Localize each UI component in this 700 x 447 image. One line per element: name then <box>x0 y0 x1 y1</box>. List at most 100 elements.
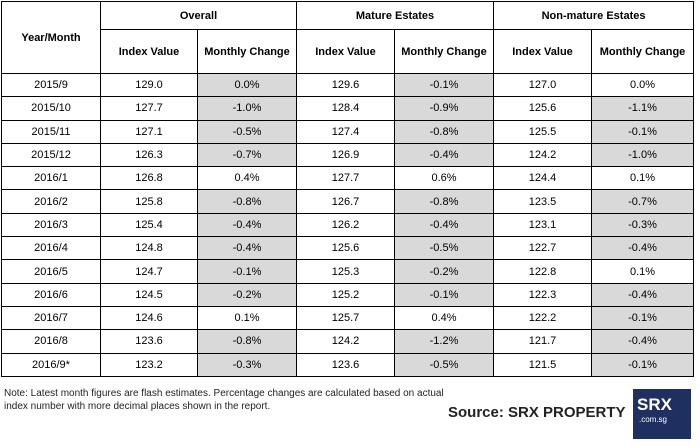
data-row: 2016/8 123.6 -0.8% 124.2 -1.2% 121.7 -0.4% <box>1 329 695 354</box>
source: Source: SRX PROPERTY <box>448 404 626 421</box>
month-cell: 2016/7 <box>1 305 101 331</box>
value-cell: 122.8 <box>493 259 593 284</box>
month-cell: 2016/8 <box>1 329 101 354</box>
value-cell: 124.8 <box>100 236 198 261</box>
data-row: 2016/3 125.4 -0.4% 126.2 -0.4% 123.1 -0.3% <box>1 212 695 238</box>
value-cell: 0.1% <box>197 305 297 331</box>
value-cell: 123.5 <box>493 189 593 214</box>
value-cell: 125.4 <box>100 212 198 238</box>
subheader-cell: Monthly Change <box>197 29 297 74</box>
value-cell: 126.7 <box>296 189 395 214</box>
logo-domain: .com.sg <box>639 415 668 424</box>
month-cell: 2016/2 <box>1 189 101 214</box>
subheader-cell: Index Value <box>493 29 593 74</box>
value-cell: 122.2 <box>493 305 593 331</box>
month-cell: 2015/9 <box>1 72 101 98</box>
month-cell: 2016/6 <box>1 282 101 307</box>
value-cell: 122.7 <box>493 236 593 261</box>
month-cell: 2016/5 <box>1 259 101 284</box>
value-cell: 125.6 <box>296 236 395 261</box>
value-cell: 125.3 <box>296 259 395 284</box>
value-cell: 124.2 <box>493 142 593 168</box>
month-cell: 2016/3 <box>1 212 101 238</box>
value-cell: 124.5 <box>100 282 198 307</box>
header-cell: Non-mature Estates <box>493 1 695 30</box>
data-row: 2016/6 124.5 -0.2% 125.2 -0.1% 122.3 -0.4% <box>1 282 695 307</box>
value-cell: 122.3 <box>493 282 593 307</box>
value-cell: 125.7 <box>296 305 395 331</box>
value-cell: -0.1% <box>591 305 695 331</box>
value-cell: 123.2 <box>100 352 198 377</box>
value-cell: -0.1% <box>197 259 297 284</box>
value-cell: 0.0% <box>197 72 297 98</box>
data-row: 2016/9* 123.2 -0.3% 123.6 -0.5% 121.5 -0.1% <box>1 352 695 377</box>
month-cell: 2015/10 <box>1 96 101 121</box>
value-cell: -0.4% <box>591 329 695 354</box>
data-row: 2015/10 127.7 -1.0% 128.4 -0.9% 125.6 -1.1% <box>1 96 695 121</box>
data-row: 2015/12 126.3 -0.7% 126.9 -0.4% 124.2 -1.0% <box>1 142 695 168</box>
value-cell: 128.4 <box>296 96 395 121</box>
value-cell: 129.6 <box>296 72 395 98</box>
value-cell: 0.1% <box>591 259 695 284</box>
value-cell: -0.8% <box>197 189 297 214</box>
value-cell: -0.7% <box>197 142 297 168</box>
data-row: 2015/9 129.0 0.0% 129.6 -0.1% 127.0 0.0% <box>1 72 695 98</box>
value-cell: 123.6 <box>100 329 198 354</box>
header-row: Year/Month Overall Mature Estates Non-matur… <box>1 1 695 74</box>
subheader-cell: Monthly Change <box>393 29 495 74</box>
value-cell: 0.1% <box>591 166 695 191</box>
value-cell: 125.8 <box>100 189 198 214</box>
index-table: Year/Month Overall Mature Estates Non-matur… <box>1 1 695 377</box>
subheader-cell: Index Value <box>296 29 395 74</box>
data-row: 2016/1 126.8 0.4% 127.7 0.6% 124.4 0.1% <box>1 166 695 191</box>
value-cell: -0.1% <box>591 119 695 144</box>
value-cell: -0.3% <box>197 352 297 377</box>
value-cell: -0.4% <box>197 236 297 261</box>
value-cell: 121.5 <box>493 352 593 377</box>
value-cell: 124.7 <box>100 259 198 284</box>
logo: SRX .com.sg <box>633 389 691 439</box>
value-cell: -0.3% <box>591 212 695 238</box>
header-cell: Overall <box>100 1 297 30</box>
value-cell: 125.2 <box>296 282 395 307</box>
value-cell: -0.4% <box>591 282 695 307</box>
value-cell: 127.4 <box>296 119 395 144</box>
value-cell: 124.2 <box>296 329 395 354</box>
value-cell: 127.7 <box>296 166 395 191</box>
header-cell: Year/Month <box>1 1 101 74</box>
value-cell: 124.6 <box>100 305 198 331</box>
data-row: 2016/7 124.6 0.1% 125.7 0.4% 122.2 -0.1% <box>1 305 695 331</box>
value-cell: 125.5 <box>493 119 593 144</box>
value-cell: -0.4% <box>393 212 495 238</box>
value-cell: 0.4% <box>393 305 495 331</box>
value-cell: 0.4% <box>197 166 297 191</box>
data-row: 2016/5 124.7 -0.1% 125.3 -0.2% 122.8 0.1% <box>1 259 695 284</box>
value-cell: 0.0% <box>591 72 695 98</box>
value-cell: -0.9% <box>393 96 495 121</box>
value-cell: 123.1 <box>493 212 593 238</box>
value-cell: -0.8% <box>393 189 495 214</box>
value-cell: 126.8 <box>100 166 198 191</box>
value-cell: -0.8% <box>393 119 495 144</box>
note: Note: Latest month figures are flash est… <box>4 388 444 412</box>
value-cell: -0.2% <box>197 282 297 307</box>
value-cell: 129.0 <box>100 72 198 98</box>
subheader-cell: Monthly Change <box>591 29 695 74</box>
value-cell: 126.3 <box>100 142 198 168</box>
value-cell: 126.9 <box>296 142 395 168</box>
subheader-row: Index Value Monthly Change Index Value Mont… <box>2 29 695 74</box>
value-cell: 123.6 <box>296 352 395 377</box>
value-cell: -0.4% <box>591 236 695 261</box>
value-cell: 121.7 <box>493 329 593 354</box>
value-cell: -1.0% <box>591 142 695 168</box>
month-cell: 2015/11 <box>1 119 101 144</box>
value-cell: 0.6% <box>393 166 495 191</box>
value-cell: -0.8% <box>197 329 297 354</box>
month-cell: 2015/12 <box>1 142 101 168</box>
value-cell: -0.5% <box>393 236 495 261</box>
data-row: 2015/11 127.1 -0.5% 127.4 -0.8% 125.5 -0.1% <box>1 119 695 144</box>
value-cell: -1.2% <box>393 329 495 354</box>
month-cell: 2016/4 <box>1 236 101 261</box>
header-cell: Mature Estates <box>295 1 495 30</box>
